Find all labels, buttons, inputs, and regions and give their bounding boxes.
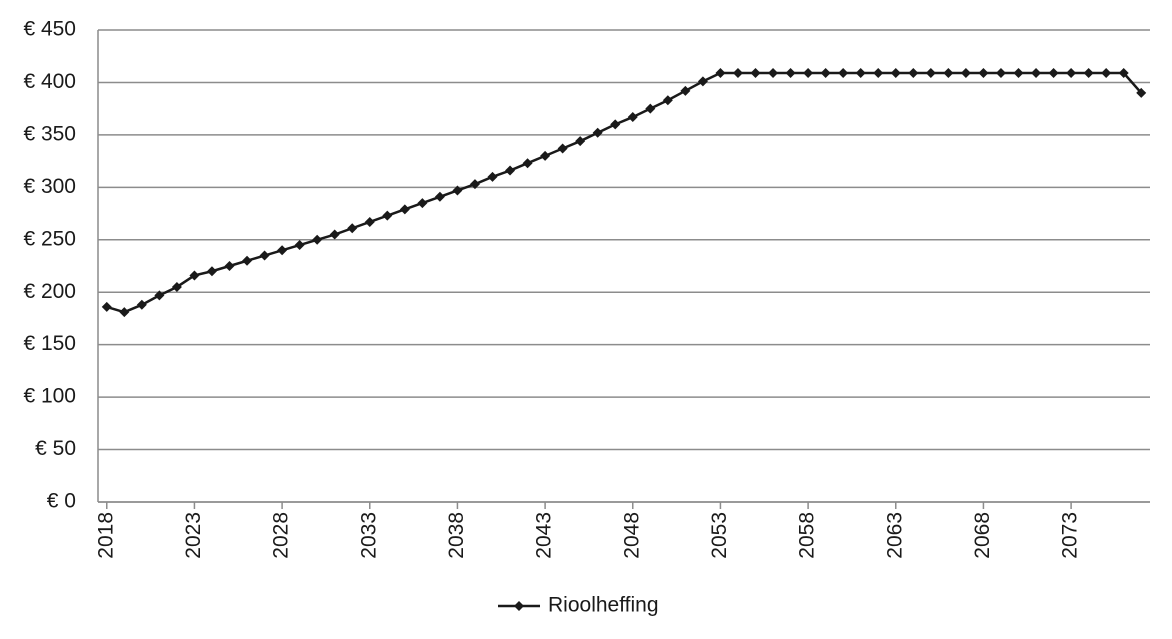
y-tick-label: € 100: [23, 385, 76, 408]
point-marker: [1031, 68, 1042, 79]
point-marker: [995, 68, 1006, 79]
y-tick-label: € 350: [23, 122, 76, 145]
point-marker: [1083, 68, 1094, 79]
y-tick-label: € 450: [23, 18, 76, 41]
point-marker: [294, 240, 305, 251]
y-tick-label: € 200: [23, 280, 76, 303]
point-marker: [469, 179, 480, 190]
point-marker: [136, 299, 147, 310]
x-tick-label: 2073: [1059, 512, 1082, 559]
point-marker: [540, 150, 551, 161]
point-marker: [522, 158, 533, 169]
point-marker: [838, 68, 849, 79]
y-tick-label: € 300: [23, 175, 76, 198]
point-marker: [943, 68, 954, 79]
y-tick-label: € 50: [35, 437, 76, 460]
point-marker: [452, 185, 463, 196]
point-marker: [680, 85, 691, 96]
x-tick-label: 2068: [971, 512, 994, 559]
point-marker: [1048, 68, 1059, 79]
point-marker: [557, 143, 568, 154]
legend-marker: [514, 601, 524, 611]
point-marker: [206, 266, 217, 277]
point-marker: [382, 210, 393, 221]
point-marker: [768, 68, 779, 79]
point-marker: [1066, 68, 1077, 79]
point-marker: [1136, 87, 1147, 98]
point-marker: [434, 191, 445, 202]
point-marker: [732, 68, 743, 79]
point-marker: [873, 68, 884, 79]
point-marker: [978, 68, 989, 79]
point-marker: [627, 112, 638, 123]
point-marker: [154, 290, 165, 301]
x-tick-label: 2043: [533, 512, 556, 559]
point-marker: [908, 68, 919, 79]
point-marker: [575, 136, 586, 147]
point-marker: [820, 68, 831, 79]
y-tick-label: € 0: [47, 490, 76, 513]
point-marker: [119, 307, 130, 318]
x-tick-label: 2023: [182, 512, 205, 559]
point-marker: [312, 234, 323, 245]
legend-label: Rioolheffing: [548, 594, 659, 617]
point-marker: [242, 255, 253, 266]
point-marker: [855, 68, 866, 79]
x-tick-label: 2053: [708, 512, 731, 559]
y-tick-label: € 400: [23, 70, 76, 93]
series-line: [106, 71, 1143, 314]
point-marker: [1118, 68, 1129, 79]
x-tick-label: 2033: [357, 512, 380, 559]
x-tick-label: 2048: [620, 512, 643, 559]
x-tick-label: 2038: [445, 512, 468, 559]
x-tick-label: 2063: [883, 512, 906, 559]
point-marker: [505, 165, 516, 176]
point-marker: [101, 301, 112, 312]
point-marker: [171, 281, 182, 292]
point-marker: [417, 198, 428, 209]
point-marker: [399, 204, 410, 215]
point-marker: [697, 76, 708, 87]
x-tick-label: 2018: [94, 512, 117, 559]
y-tick-label: € 150: [23, 332, 76, 355]
point-marker: [277, 245, 288, 256]
point-marker: [189, 270, 200, 281]
point-marker: [890, 68, 901, 79]
point-marker: [803, 68, 814, 79]
point-marker: [347, 223, 358, 234]
point-marker: [329, 229, 340, 240]
point-marker: [224, 261, 235, 271]
point-marker: [1101, 68, 1112, 79]
x-tick-label: 2058: [796, 512, 819, 559]
point-marker: [610, 119, 621, 130]
point-marker: [750, 68, 761, 79]
point-marker: [592, 127, 603, 138]
y-tick-label: € 250: [23, 227, 76, 250]
point-marker: [785, 68, 796, 79]
point-marker: [1013, 68, 1024, 79]
point-marker: [662, 95, 673, 106]
point-marker: [487, 171, 498, 182]
point-marker: [715, 68, 726, 79]
point-marker: [364, 216, 375, 227]
point-marker: [925, 68, 936, 79]
point-marker: [645, 103, 656, 114]
point-marker: [960, 68, 971, 79]
x-tick-label: 2028: [270, 512, 293, 559]
point-marker: [259, 250, 270, 261]
